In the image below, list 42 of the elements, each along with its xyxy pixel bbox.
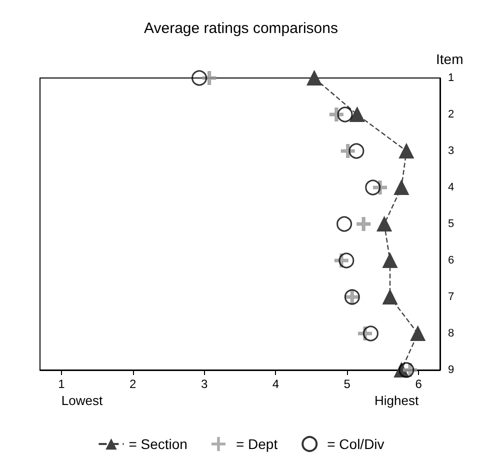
- y-tick-label: 2: [448, 108, 454, 120]
- point: [192, 70, 208, 86]
- point: [365, 180, 381, 196]
- point: [306, 70, 322, 86]
- point: [398, 362, 414, 378]
- x-tick-label: 6: [415, 377, 422, 391]
- y-tick-label: 8: [448, 328, 454, 340]
- text: Lowest: [61, 393, 104, 408]
- point: [350, 107, 365, 122]
- x-tick-label: 5: [344, 377, 351, 391]
- x-tick-label: 2: [130, 377, 137, 391]
- text: Highest: [374, 393, 419, 408]
- point: [338, 252, 354, 268]
- point: [376, 216, 392, 232]
- point: [382, 290, 398, 304]
- y-tick-label: 4: [448, 182, 454, 194]
- point: [340, 144, 355, 158]
- point: [382, 253, 398, 268]
- point: [362, 326, 378, 342]
- y-axis-title: Item: [436, 51, 464, 67]
- point: [398, 144, 414, 158]
- y-tick-label: 1: [448, 72, 454, 84]
- legend-label: = Dept: [236, 436, 278, 452]
- x-tick-label: 1: [58, 377, 66, 391]
- point: [348, 143, 364, 159]
- point: [394, 180, 409, 195]
- x-tick-label: 3: [200, 377, 208, 391]
- point: [336, 216, 352, 232]
- point: [329, 108, 344, 122]
- point: [202, 71, 216, 85]
- x-tick-label: 4: [272, 377, 280, 391]
- point: [337, 106, 353, 122]
- legend-label: = Col/Div: [327, 436, 384, 452]
- y-tick-label: 5: [448, 218, 454, 230]
- legend-label: = Section: [128, 436, 188, 452]
- point: [410, 326, 426, 341]
- chart-title: Average ratings comparisons: [144, 20, 338, 37]
- y-tick-label: 6: [448, 254, 454, 266]
- y-tick-label: 7: [448, 291, 454, 303]
- y-tick-label: 3: [448, 145, 454, 157]
- y-tick-label: 9: [448, 364, 454, 376]
- point: [356, 217, 371, 231]
